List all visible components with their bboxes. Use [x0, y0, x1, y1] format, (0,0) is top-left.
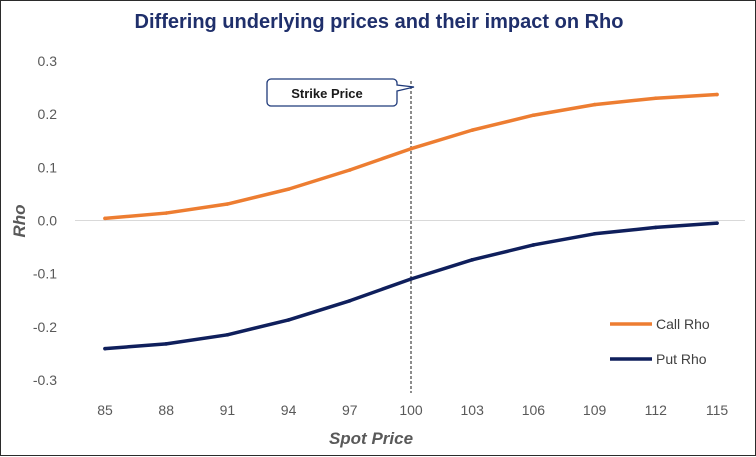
- chart-title: Differing underlying prices and their im…: [134, 11, 624, 33]
- data-point: [531, 113, 536, 118]
- y-tick-label: 0.3: [38, 53, 58, 69]
- data-point: [592, 231, 597, 236]
- data-point: [654, 225, 658, 230]
- data-point: [654, 96, 658, 101]
- x-tick-label: 94: [281, 402, 297, 418]
- data-point: [409, 146, 413, 151]
- x-tick-label: 100: [399, 402, 423, 418]
- data-point: [715, 92, 719, 97]
- data-point: [286, 318, 291, 322]
- data-point: [225, 333, 230, 337]
- x-tick-label: 97: [342, 402, 358, 418]
- data-point: [348, 168, 352, 172]
- y-tick-label: 0.2: [38, 106, 58, 122]
- strike-price-callout-text: Strike Price: [291, 86, 363, 101]
- data-point: [592, 102, 597, 107]
- data-point: [531, 243, 536, 247]
- data-point: [409, 277, 413, 281]
- y-tick-label: -0.3: [33, 372, 57, 388]
- y-tick-label: 0.1: [38, 159, 58, 175]
- x-tick-label: 115: [706, 402, 729, 418]
- x-tick-label: 109: [583, 402, 607, 418]
- legend-label: Put Rho: [656, 351, 707, 367]
- x-tick-label: 91: [220, 402, 236, 418]
- y-axis-title: Rho: [10, 204, 29, 237]
- data-point: [715, 221, 719, 225]
- data-point: [470, 128, 475, 132]
- x-tick-label: 85: [97, 402, 113, 418]
- data-point: [348, 298, 352, 303]
- data-point: [103, 346, 107, 351]
- x-tick-label: 88: [158, 402, 174, 418]
- strike-price-callout: [266, 78, 415, 107]
- y-tick-label: 0.0: [38, 213, 58, 229]
- y-tick-label: -0.2: [33, 319, 57, 335]
- x-tick-label: 103: [461, 402, 485, 418]
- legend-label: Call Rho: [656, 316, 710, 332]
- data-point: [103, 216, 107, 221]
- data-point: [470, 258, 475, 262]
- data-point: [225, 202, 230, 206]
- x-axis-title: Spot Price: [329, 429, 413, 448]
- x-tick-label: 106: [522, 402, 546, 418]
- y-tick-label: -0.1: [33, 266, 57, 282]
- data-point: [286, 187, 291, 191]
- data-point: [164, 342, 168, 346]
- data-point: [164, 211, 168, 215]
- x-tick-label: 112: [645, 402, 668, 418]
